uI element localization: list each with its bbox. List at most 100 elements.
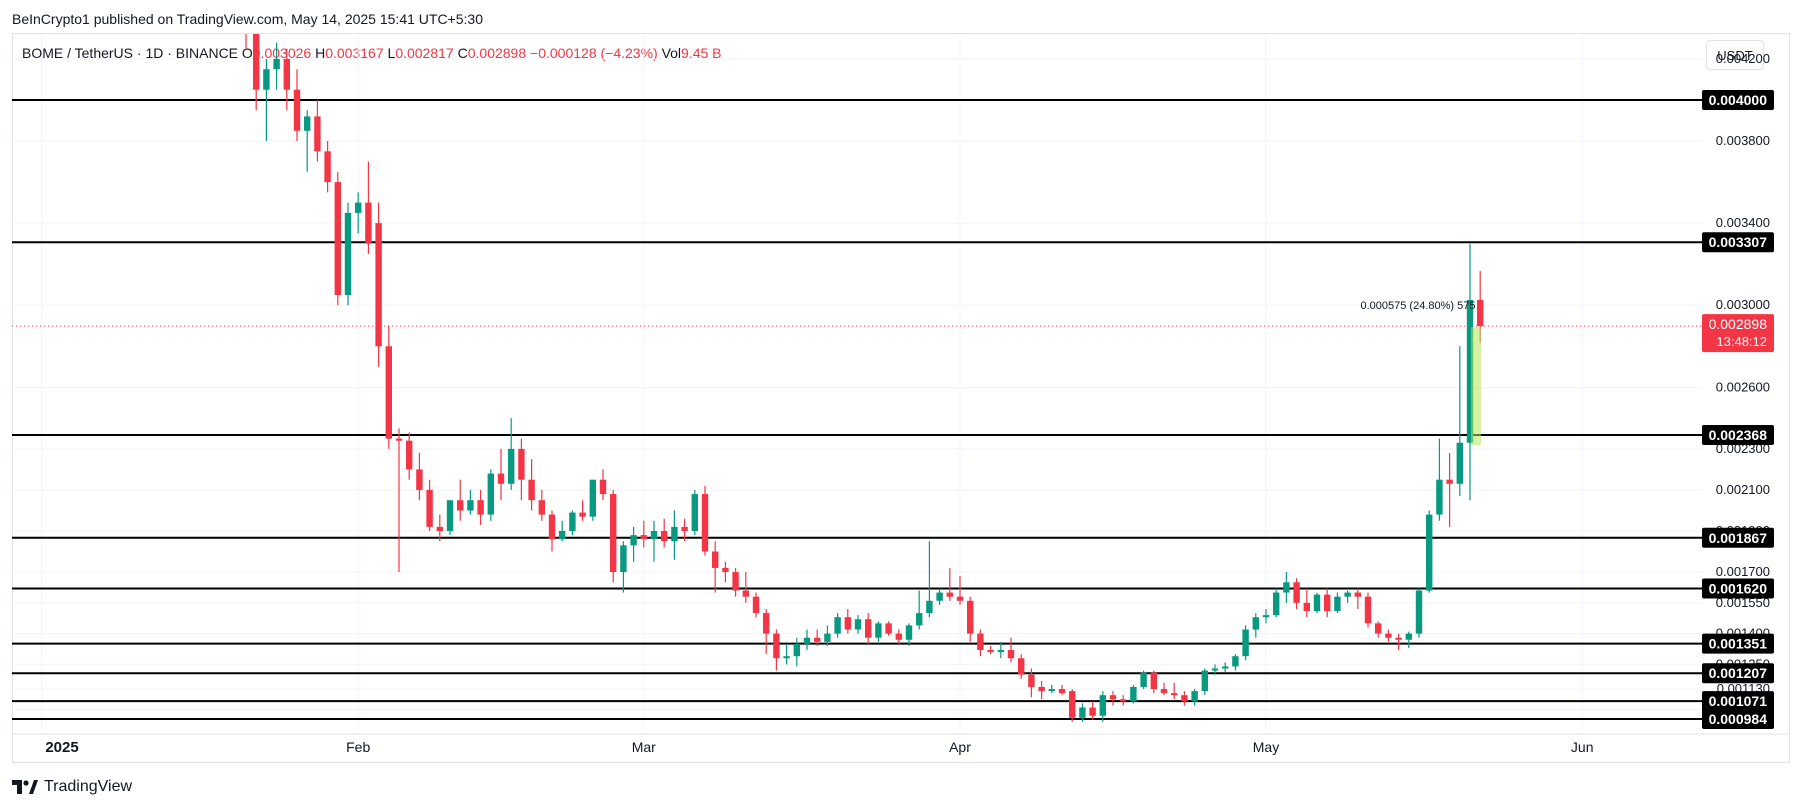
candle-body bbox=[436, 526, 443, 532]
candle-body bbox=[559, 531, 566, 540]
candle-body bbox=[1456, 442, 1463, 484]
symbol-label[interactable]: BOME / TetherUS · 1D · BINANCE bbox=[22, 45, 239, 61]
currency-button[interactable]: USDT bbox=[1706, 40, 1764, 70]
candle-body bbox=[742, 590, 749, 597]
level-badge-label: 0.003307 bbox=[1709, 234, 1768, 250]
candle-body bbox=[844, 617, 851, 630]
candle-body bbox=[1018, 658, 1025, 675]
candle-body bbox=[273, 58, 280, 70]
candle-body bbox=[263, 69, 270, 90]
candle-body bbox=[457, 500, 464, 511]
candle-body bbox=[1405, 633, 1412, 640]
candle-body bbox=[487, 473, 494, 515]
candle-body bbox=[1222, 666, 1229, 669]
candle-body bbox=[1028, 674, 1035, 687]
x-tick-label: Feb bbox=[346, 739, 370, 755]
candle-body bbox=[334, 182, 341, 295]
y-tick-label: 0.002600 bbox=[1716, 379, 1770, 394]
candle-body bbox=[875, 623, 882, 638]
candle-body bbox=[977, 633, 984, 651]
candle-body bbox=[1293, 582, 1300, 603]
x-tick-label: Mar bbox=[632, 739, 656, 755]
level-badge-label: 0.001207 bbox=[1709, 665, 1768, 681]
candle-body bbox=[1334, 596, 1341, 612]
candle-body bbox=[722, 567, 729, 573]
candle-body bbox=[416, 469, 423, 490]
low-value: 0.002817 bbox=[395, 45, 454, 61]
candle-body bbox=[1048, 689, 1055, 692]
level-badge bbox=[1702, 527, 1774, 548]
candle-body bbox=[1171, 693, 1178, 696]
candle-body bbox=[1130, 686, 1137, 702]
candle-body bbox=[589, 479, 596, 517]
candle-body bbox=[640, 535, 647, 540]
candle-body bbox=[395, 438, 403, 441]
tradingview-logo-icon bbox=[12, 780, 38, 794]
y-tick-label: 0.003000 bbox=[1716, 297, 1770, 312]
candle-body bbox=[1191, 691, 1198, 702]
candle-body bbox=[1201, 670, 1208, 692]
candle-body bbox=[1415, 590, 1423, 634]
level-badge bbox=[1702, 232, 1774, 253]
candle-body bbox=[538, 500, 545, 515]
open-label: O bbox=[241, 45, 253, 61]
level-badge bbox=[1702, 424, 1774, 445]
candle-body bbox=[324, 151, 331, 183]
measure-label: 0.000575 (24.80%) 575 bbox=[1361, 300, 1476, 312]
tradingview-logo[interactable]: TradingView bbox=[12, 778, 132, 796]
candle-body bbox=[956, 596, 964, 601]
candle-body bbox=[1354, 592, 1361, 597]
open-value: 0.003026 bbox=[252, 45, 312, 61]
candle-body bbox=[865, 619, 872, 638]
measure-box bbox=[1471, 327, 1481, 446]
candle-body bbox=[926, 600, 933, 614]
candle-body bbox=[1364, 596, 1372, 624]
candle-body bbox=[630, 535, 637, 546]
current-price-label: 0.002898 bbox=[1709, 316, 1768, 332]
level-badge bbox=[1702, 578, 1774, 599]
x-tick-label: Apr bbox=[949, 739, 971, 755]
candle-body bbox=[1038, 686, 1045, 692]
volume-value: 9.45 B bbox=[681, 45, 722, 61]
y-tick-label: 0.001700 bbox=[1716, 564, 1770, 579]
candle-body bbox=[936, 592, 943, 601]
close-label: C bbox=[457, 45, 468, 61]
plot-area bbox=[12, 34, 1702, 722]
candle-body bbox=[803, 637, 811, 644]
candle-body bbox=[1446, 479, 1453, 484]
candle-body bbox=[671, 526, 678, 542]
candle-body bbox=[1303, 602, 1310, 612]
candle-body bbox=[497, 473, 505, 484]
y-tick-label: 0.002100 bbox=[1716, 482, 1770, 497]
level-badge-label: 0.002368 bbox=[1709, 427, 1768, 443]
candle-body bbox=[569, 512, 576, 532]
candle-body bbox=[1120, 699, 1127, 702]
candle-body bbox=[1007, 650, 1015, 659]
candle-body bbox=[1211, 668, 1219, 671]
candle-body bbox=[365, 202, 372, 244]
candle-body bbox=[508, 448, 515, 484]
candle-body bbox=[946, 592, 953, 597]
candle-body bbox=[599, 479, 607, 495]
level-badge bbox=[1702, 691, 1774, 712]
low-label: L bbox=[387, 45, 396, 61]
y-tick-label: 0.001550 bbox=[1716, 595, 1770, 610]
candle-body bbox=[681, 526, 688, 532]
candle-body bbox=[824, 633, 831, 642]
candle-body bbox=[579, 512, 586, 517]
candle-body bbox=[375, 223, 382, 347]
candle-body bbox=[518, 448, 525, 480]
high-value: 0.003167 bbox=[325, 45, 384, 61]
candle-body bbox=[304, 116, 311, 131]
candle-body bbox=[773, 633, 780, 659]
candle-body bbox=[283, 58, 290, 90]
candle-body bbox=[1069, 691, 1076, 718]
published-caption: BeInCrypto1 published on TradingView.com… bbox=[12, 11, 483, 27]
candle-body bbox=[1395, 637, 1402, 640]
candle-body bbox=[1099, 695, 1106, 716]
level-badge-label: 0.000984 bbox=[1709, 711, 1768, 727]
candle-body bbox=[1426, 514, 1433, 591]
level-badge bbox=[1702, 90, 1774, 110]
chart-frame[interactable] bbox=[12, 33, 1790, 763]
